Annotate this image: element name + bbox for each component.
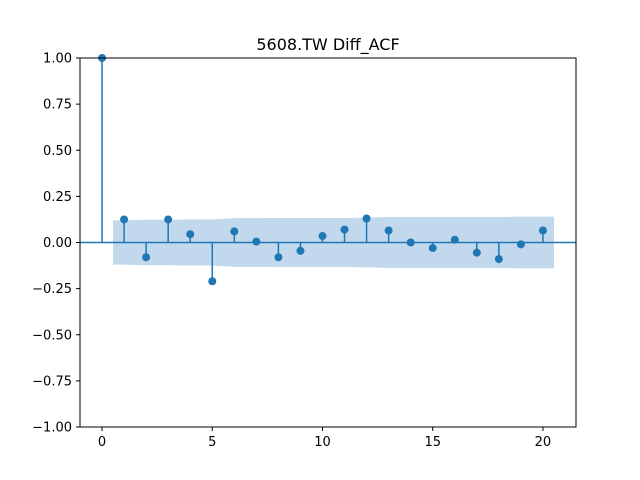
y-tick-label: −0.50 <box>32 328 72 343</box>
stem-marker-lag-1 <box>120 215 129 224</box>
stem-marker-lag-12 <box>362 214 371 223</box>
y-tick-label: −1.00 <box>32 421 72 436</box>
y-tick-label: 0.75 <box>43 98 72 113</box>
plot-area: 0 5 10 15 20 1.00 0.75 0.50 0.25 0.00 −0.25 −0.50 −0… <box>32 52 577 450</box>
x-tick-label: 0 <box>98 435 106 450</box>
stem-marker-lag-8 <box>274 253 283 262</box>
y-tick-label: −0.25 <box>32 282 72 297</box>
stem-marker-lag-20 <box>538 226 547 235</box>
stem-marker-lag-10 <box>318 232 327 241</box>
y-tick-label: 0.25 <box>43 190 72 205</box>
stem-marker-lag-7 <box>252 237 261 246</box>
x-tick-label: 20 <box>535 435 552 450</box>
stem-marker-lag-3 <box>164 215 173 224</box>
x-tick-label: 15 <box>424 435 441 450</box>
y-tick-label: −0.75 <box>32 374 72 389</box>
stem-marker-lag-4 <box>186 230 195 239</box>
stem-marker-lag-13 <box>384 226 393 235</box>
stem-marker-lag-16 <box>450 235 459 244</box>
x-tick-label: 10 <box>314 435 331 450</box>
y-tick-label: 0.50 <box>43 144 72 159</box>
stem-marker-lag-18 <box>494 255 503 264</box>
stem-marker-lag-5 <box>208 277 217 286</box>
stem-marker-lag-6 <box>230 227 239 236</box>
stem-marker-lag-17 <box>472 248 481 257</box>
chart-title: 5608.TW Diff_ACF <box>256 35 399 55</box>
stem-marker-lag-15 <box>428 244 437 253</box>
y-tick-label: 0.00 <box>43 236 72 251</box>
x-tick-label: 5 <box>208 435 216 450</box>
stem-marker-lag-9 <box>296 246 305 255</box>
stem-marker-lag-11 <box>340 225 349 234</box>
stem-marker-lag-14 <box>406 238 415 247</box>
stem-marker-lag-19 <box>516 240 525 249</box>
y-tick-label: 1.00 <box>43 52 72 67</box>
stem-marker-lag-2 <box>142 253 151 262</box>
